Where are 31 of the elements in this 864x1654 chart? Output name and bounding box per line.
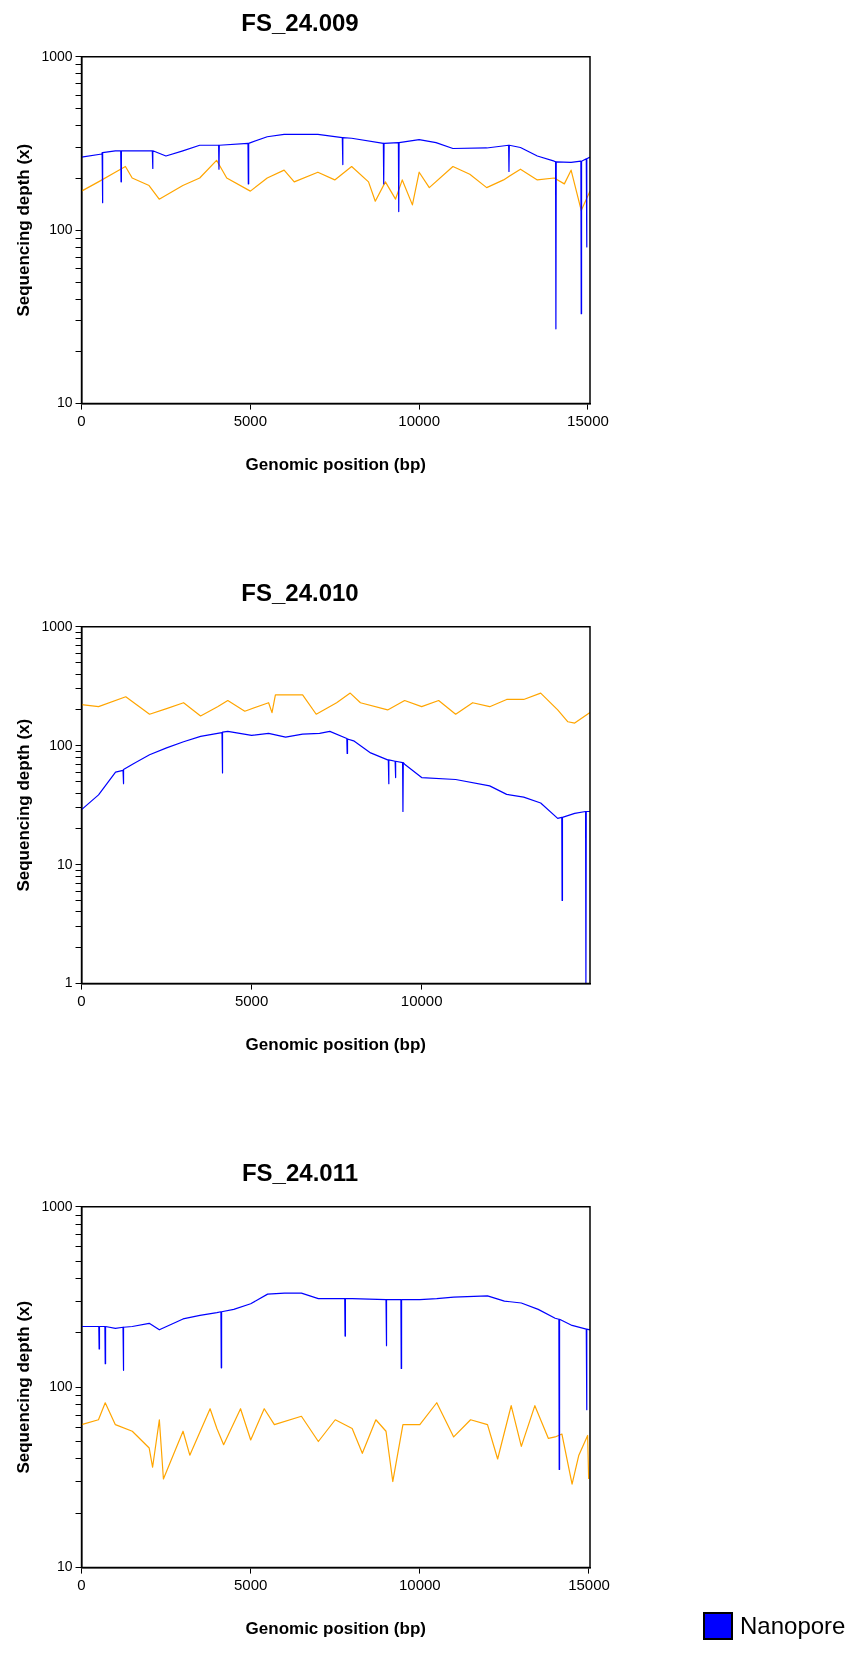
y-tick-label: 1	[64, 974, 73, 991]
x-tick-label: 0	[77, 1575, 86, 1593]
chart-title: FS_24.010	[241, 579, 359, 607]
x-tick-label: 10000	[398, 411, 441, 429]
x-tick-label: 5000	[234, 991, 269, 1009]
x-tick-label: 5000	[234, 1575, 268, 1593]
y-tick-label: 10	[56, 394, 73, 411]
x-tick-label: 0	[77, 411, 86, 429]
x-tick-label: 10000	[398, 1575, 441, 1593]
chart-title: FS_24.011	[241, 1159, 359, 1187]
x-tick-label: 0	[77, 991, 86, 1009]
x-axis-title: Genomic position (bp)	[245, 1035, 426, 1055]
y-tick-label: 1000	[41, 1197, 73, 1214]
y-tick-label: 100	[49, 736, 73, 753]
x-tick-label: 15000	[568, 1575, 610, 1593]
x-axis-title: Genomic position (bp)	[245, 1619, 426, 1639]
y-tick-label: 10	[56, 1558, 73, 1575]
y-axis-title: Sequencing depth (x)	[13, 718, 33, 892]
y-tick-label: 1000	[41, 47, 73, 64]
x-tick-label: 5000	[233, 411, 268, 429]
chart-title: FS_24.009	[241, 9, 359, 37]
x-axis-title: Genomic position (bp)	[245, 455, 426, 475]
y-axis-title: Sequencing depth (x)	[13, 143, 33, 317]
y-tick-label: 10	[56, 855, 73, 872]
y-axis-title: Sequencing depth (x)	[13, 1300, 33, 1474]
y-tick-label: 100	[49, 1378, 73, 1395]
y-tick-label: 100	[49, 221, 73, 238]
y-tick-label: 1000	[41, 617, 73, 634]
x-tick-label: 15000	[567, 411, 609, 429]
x-tick-label: 10000	[400, 991, 443, 1009]
legend-label: Nanopore	[740, 1611, 846, 1639]
